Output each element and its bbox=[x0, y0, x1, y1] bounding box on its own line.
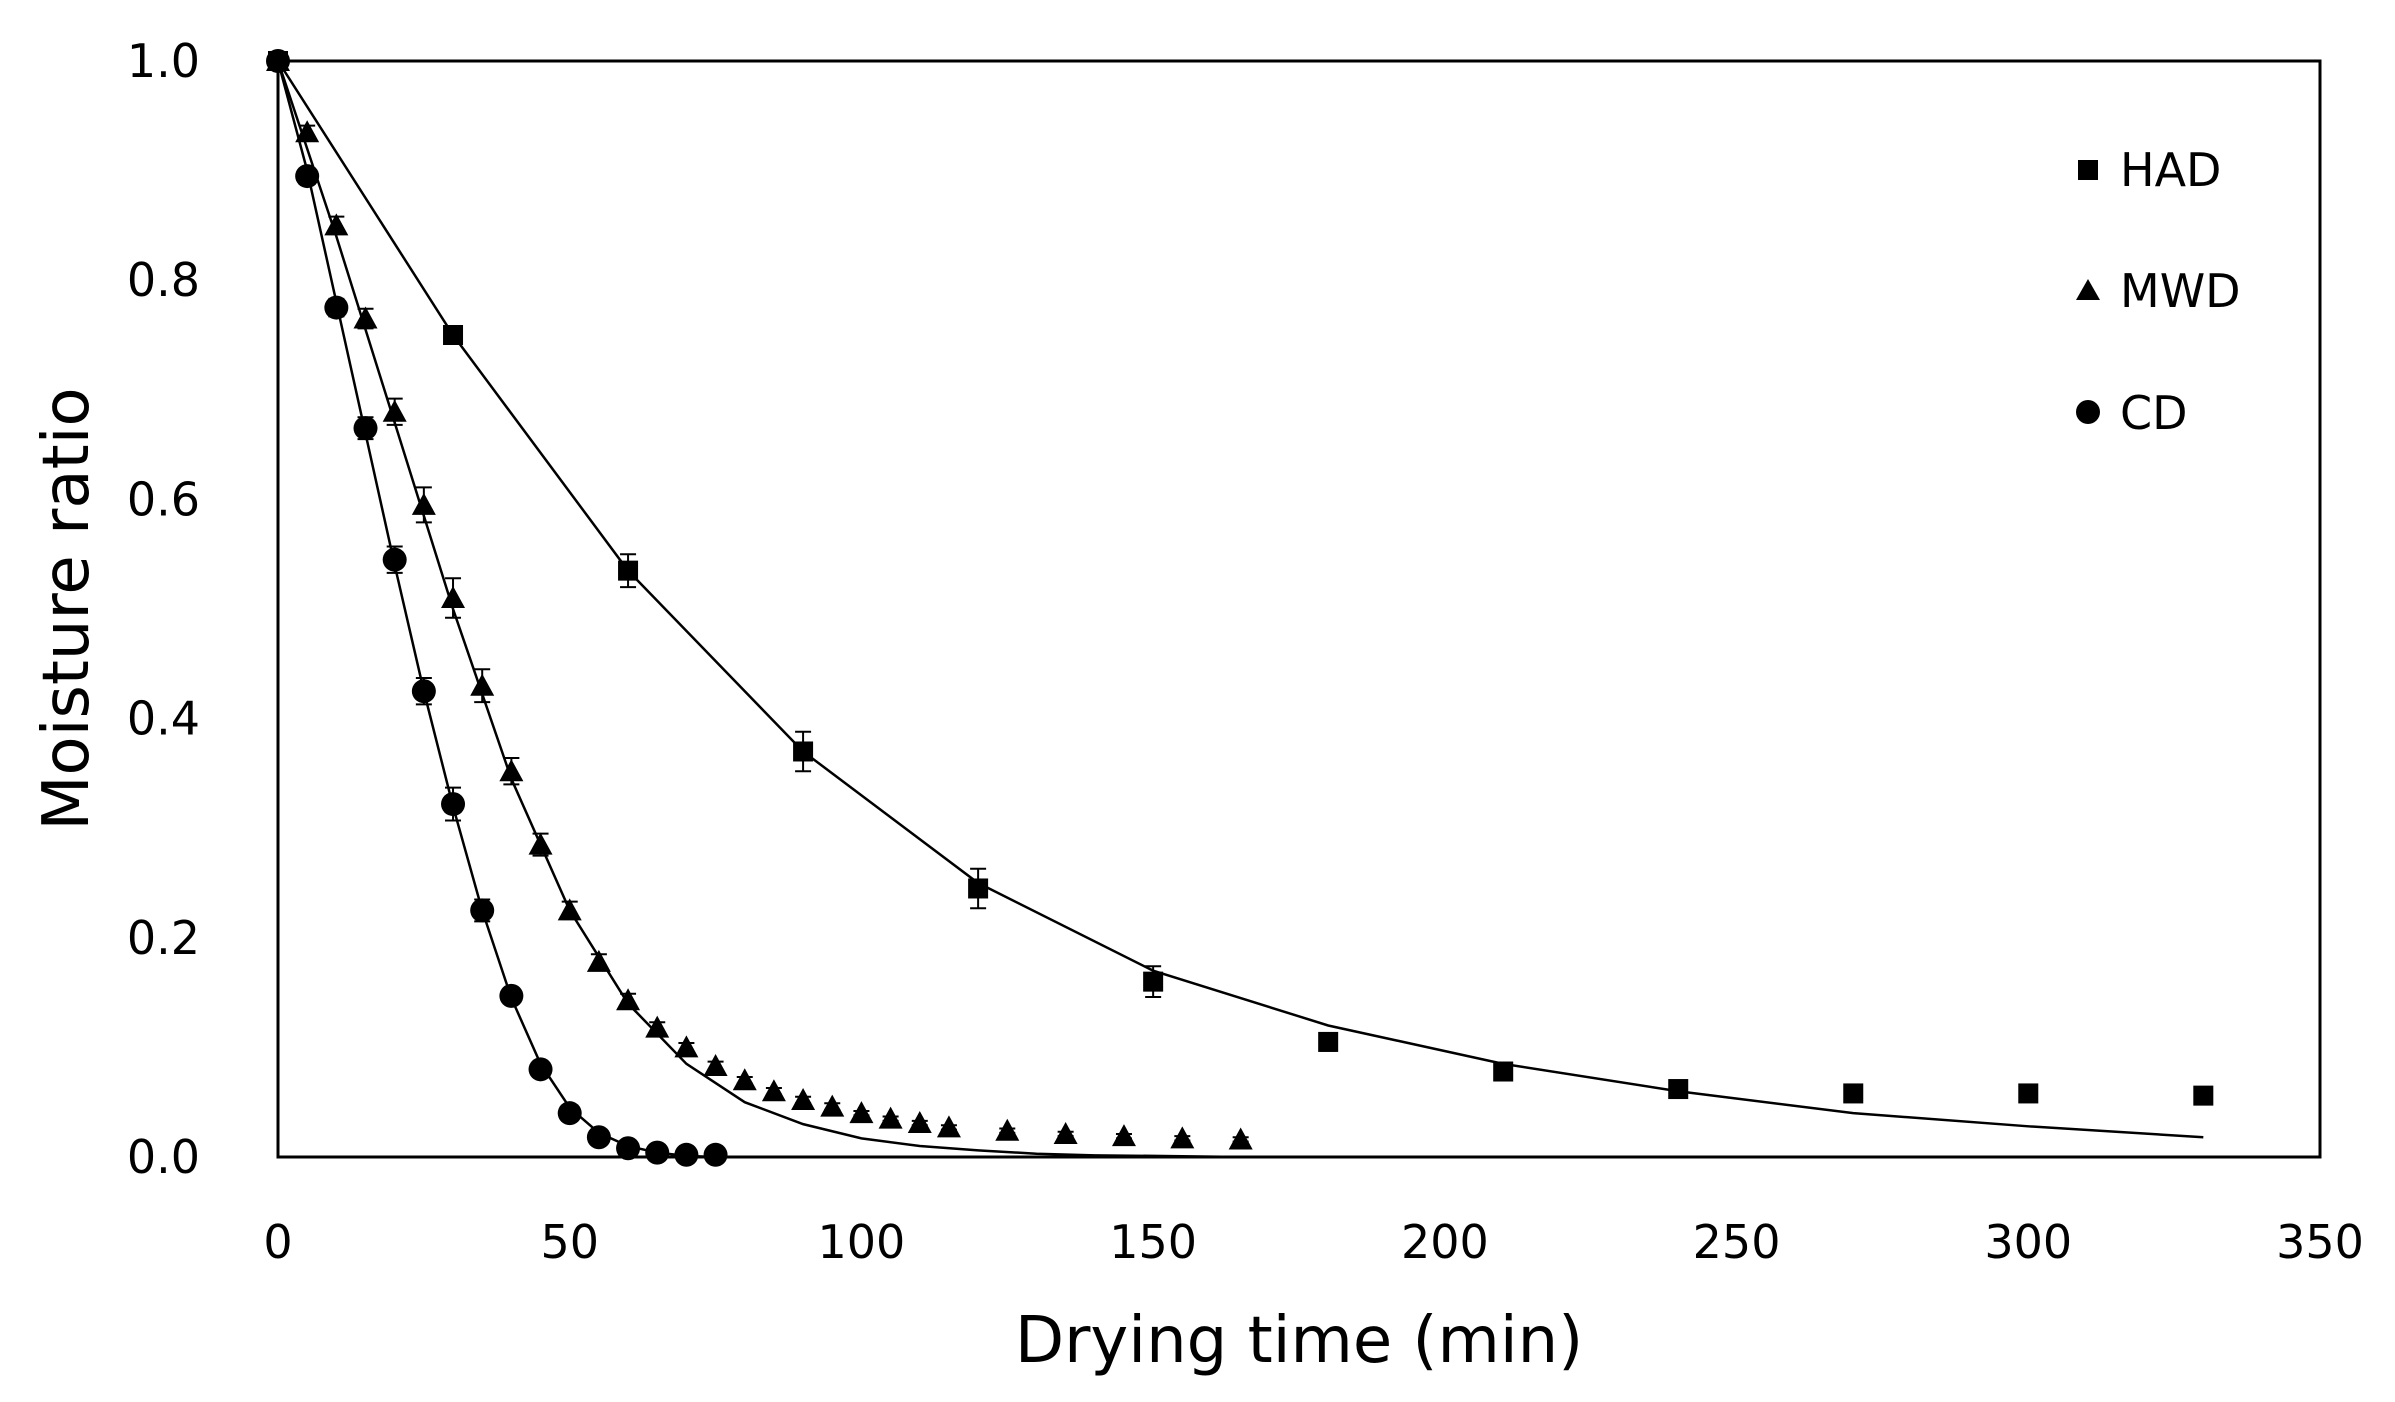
point-cd bbox=[324, 295, 349, 320]
x-tick-label: 300 bbox=[1984, 1215, 2072, 1269]
y-tick-label: 0.8 bbox=[127, 253, 200, 307]
data-points bbox=[266, 49, 2214, 1167]
y-axis-ticks: 0.0 0.2 0.4 0.6 0.8 1.0 bbox=[127, 34, 200, 1184]
legend-marker-had bbox=[2078, 160, 2098, 180]
y-axis-title: Moisture ratio bbox=[30, 387, 104, 830]
point-mwd bbox=[907, 1111, 932, 1134]
point-mwd bbox=[820, 1094, 845, 1117]
point-had bbox=[968, 878, 989, 899]
point-mwd bbox=[295, 120, 320, 143]
point-mwd bbox=[499, 759, 524, 782]
point-had bbox=[1143, 971, 1164, 992]
point-cd bbox=[499, 983, 524, 1008]
point-mwd bbox=[878, 1106, 903, 1129]
legend-marker-cd bbox=[2076, 400, 2100, 424]
point-cd bbox=[557, 1101, 582, 1126]
point-had bbox=[793, 741, 814, 762]
x-axis-title: Drying time (min) bbox=[1015, 1304, 1583, 1378]
y-tick-label: 0.0 bbox=[127, 1130, 200, 1184]
point-mwd bbox=[791, 1088, 816, 1111]
point-mwd bbox=[703, 1054, 728, 1077]
fit-lines bbox=[276, 60, 2204, 1159]
point-cd bbox=[266, 49, 290, 73]
point-mwd bbox=[441, 586, 466, 609]
point-mwd bbox=[995, 1118, 1020, 1141]
point-cd bbox=[616, 1136, 641, 1161]
point-mwd bbox=[470, 673, 495, 696]
x-tick-label: 0 bbox=[263, 1215, 292, 1269]
point-mwd bbox=[1111, 1124, 1136, 1147]
point-mwd bbox=[382, 399, 407, 422]
point-had bbox=[2193, 1085, 2214, 1106]
legend-label-mwd: MWD bbox=[2120, 264, 2241, 318]
point-cd bbox=[353, 416, 378, 441]
x-axis-ticks: 0 50 100 150 200 250 300 350 bbox=[263, 1215, 2364, 1269]
point-mwd bbox=[936, 1115, 961, 1138]
x-tick-label: 350 bbox=[2276, 1215, 2364, 1269]
y-tick-label: 0.4 bbox=[127, 692, 200, 746]
x-tick-label: 150 bbox=[1109, 1215, 1197, 1269]
point-cd bbox=[586, 1125, 611, 1150]
point-mwd bbox=[1053, 1121, 1078, 1144]
fit-line-mwd bbox=[276, 60, 1241, 1159]
x-tick-label: 250 bbox=[1693, 1215, 1781, 1269]
point-cd bbox=[441, 792, 466, 817]
point-had bbox=[1843, 1083, 1864, 1104]
point-had bbox=[1493, 1061, 1514, 1082]
point-mwd bbox=[1170, 1126, 1195, 1149]
plot-area-frame bbox=[276, 59, 2322, 1159]
y-tick-label: 1.0 bbox=[127, 34, 200, 88]
point-mwd bbox=[732, 1068, 757, 1091]
point-mwd bbox=[528, 832, 553, 855]
y-tick-label: 0.6 bbox=[127, 472, 200, 526]
point-mwd bbox=[645, 1015, 670, 1038]
point-mwd bbox=[411, 492, 436, 515]
point-mwd bbox=[761, 1079, 786, 1102]
point-had bbox=[1668, 1079, 1689, 1100]
legend-label-cd: CD bbox=[2120, 386, 2188, 440]
point-cd bbox=[411, 679, 436, 704]
point-mwd bbox=[557, 898, 582, 921]
legend-marker-mwd bbox=[2076, 279, 2100, 300]
point-cd bbox=[382, 547, 407, 572]
point-cd bbox=[703, 1142, 728, 1167]
point-cd bbox=[645, 1140, 670, 1165]
point-mwd bbox=[674, 1035, 699, 1058]
point-mwd bbox=[586, 949, 611, 972]
point-cd bbox=[674, 1142, 699, 1167]
x-tick-label: 100 bbox=[818, 1215, 906, 1269]
point-had bbox=[618, 560, 639, 581]
point-cd bbox=[528, 1057, 553, 1082]
point-had bbox=[2018, 1083, 2039, 1104]
point-mwd bbox=[353, 306, 378, 329]
x-tick-label: 50 bbox=[540, 1215, 599, 1269]
point-mwd bbox=[1228, 1127, 1253, 1150]
fit-line-cd bbox=[276, 60, 716, 1159]
point-cd bbox=[295, 164, 320, 189]
fit-line-had bbox=[276, 60, 2204, 1139]
point-had bbox=[443, 325, 464, 345]
point-mwd bbox=[324, 213, 349, 236]
point-mwd bbox=[849, 1101, 874, 1124]
legend-label-had: HAD bbox=[2120, 143, 2221, 197]
y-tick-label: 0.2 bbox=[127, 911, 200, 965]
point-cd bbox=[470, 898, 495, 923]
point-mwd bbox=[616, 988, 641, 1011]
point-had bbox=[1318, 1031, 1339, 1052]
legend: HAD MWD CD bbox=[2076, 143, 2241, 440]
x-tick-label: 200 bbox=[1401, 1215, 1489, 1269]
